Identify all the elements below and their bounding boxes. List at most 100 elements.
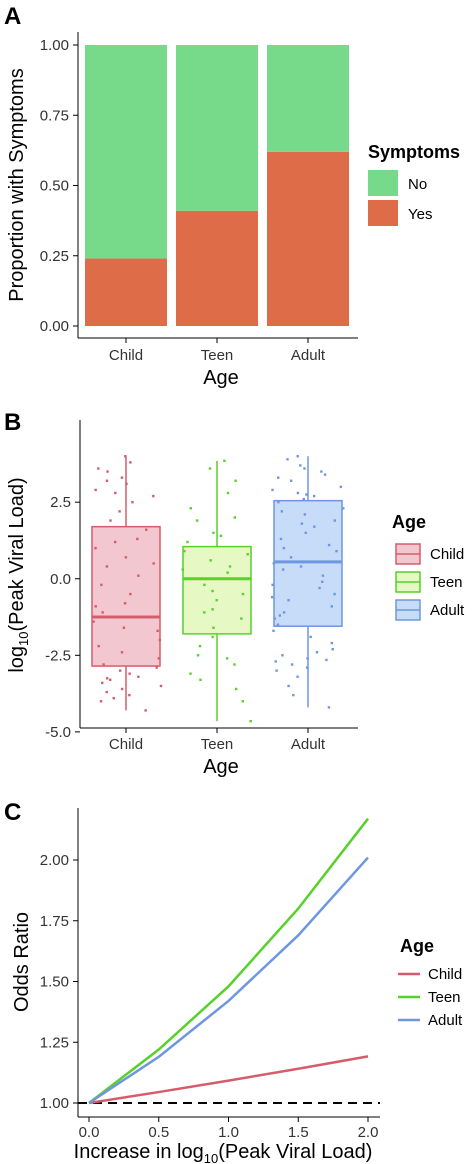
data-point-child: [129, 592, 132, 596]
legend-label-adult: Adult: [430, 602, 465, 619]
data-point-adult: [330, 641, 334, 645]
data-point-adult: [287, 684, 290, 688]
panel-c-x-title-rest: (Peak Viral Load): [218, 1141, 372, 1163]
data-point-adult: [286, 458, 289, 461]
data-point-adult: [279, 537, 283, 541]
x-tick-label: 2.0: [358, 1124, 379, 1141]
data-point-child: [101, 611, 104, 614]
x-tick-label: Child: [109, 347, 143, 364]
data-point-teen: [233, 663, 236, 666]
data-point-child: [94, 546, 97, 550]
panel-c: C 1.00 1.25 1.50 1.75 2.00 0.0 0.5 1.0 1.5 2.0 I…: [4, 799, 463, 1164]
data-point-teen: [211, 589, 214, 593]
legend-label-teen: Teen: [430, 574, 463, 591]
data-point-child: [92, 620, 95, 623]
panel-c-lines: [88, 817, 369, 1105]
data-point-teen: [196, 654, 200, 657]
data-point-teen: [228, 565, 232, 568]
data-point-teen: [199, 678, 202, 682]
data-point-child: [102, 663, 105, 666]
data-point-child: [118, 669, 122, 672]
data-point-teen: [240, 617, 243, 620]
panel-c-legend: Age Child Teen Adult: [398, 936, 463, 1029]
data-point-child: [123, 602, 127, 605]
legend-label-adult: Adult: [428, 1012, 463, 1029]
data-point-child: [136, 537, 139, 541]
data-point-teen: [219, 534, 223, 538]
x-tick-label: 0.0: [79, 1124, 100, 1141]
data-point-child: [94, 605, 97, 608]
data-point-teen: [225, 657, 229, 660]
data-point-adult: [272, 629, 275, 633]
data-point-teen: [198, 644, 202, 648]
data-point-child: [105, 565, 109, 568]
data-point-adult: [272, 562, 275, 565]
data-point-teen: [215, 598, 218, 602]
data-point-child: [112, 696, 115, 700]
data-point-teen: [223, 459, 226, 463]
data-point-adult: [289, 556, 293, 559]
data-point-adult: [273, 617, 276, 620]
data-point-adult: [296, 675, 299, 678]
x-tick-label: Adult: [291, 736, 326, 753]
data-point-adult: [309, 635, 312, 639]
panel-b-points: [92, 455, 345, 723]
data-point-adult: [299, 565, 303, 568]
data-point-teen: [183, 549, 186, 553]
panel-b-y-title-rest: (Peak Viral Load): [6, 477, 28, 631]
data-point-child: [128, 693, 131, 697]
data-point-adult: [287, 598, 290, 602]
data-point-teen: [226, 491, 230, 495]
data-point-child: [144, 709, 147, 712]
data-point-child: [124, 556, 128, 559]
panel-b-y-title-sub: 10: [16, 632, 31, 646]
data-point-adult: [331, 647, 334, 651]
panel-c-x-title: Increase in log10(Peak Viral Load): [74, 1141, 373, 1164]
data-point-adult: [300, 522, 304, 525]
data-point-child: [137, 675, 140, 678]
data-point-teen: [181, 568, 184, 571]
x-tick-label: 0.5: [148, 1124, 169, 1141]
data-point-adult: [327, 543, 331, 547]
data-point-adult: [330, 605, 333, 608]
y-tick-label: 0.0: [50, 571, 71, 588]
panel-c-x-title-sub: 10: [204, 1151, 218, 1164]
x-tick-label: 1.5: [288, 1124, 309, 1141]
data-point-teen: [186, 540, 189, 544]
data-point-adult: [305, 493, 308, 496]
panel-a-legend-title: Symptoms: [368, 142, 460, 162]
data-point-child: [114, 491, 117, 495]
data-point-teen: [249, 719, 252, 723]
data-point-adult: [304, 531, 307, 535]
data-point-child: [124, 455, 127, 458]
legend-label-yes: Yes: [408, 206, 432, 223]
data-point-teen: [211, 635, 214, 639]
data-point-adult: [290, 479, 293, 482]
data-point-adult: [313, 525, 316, 528]
data-point-adult: [335, 549, 338, 553]
y-tick-label: 0.75: [40, 107, 69, 124]
data-point-adult: [276, 623, 280, 626]
y-tick-label: 1.25: [40, 1034, 69, 1051]
y-tick-label: 2.00: [40, 852, 69, 869]
data-point-child: [152, 562, 155, 565]
data-point-child: [155, 666, 158, 669]
data-point-adult: [305, 666, 309, 669]
y-tick-label: 1.00: [40, 37, 69, 54]
data-point-child: [145, 528, 148, 531]
data-point-teen: [211, 608, 214, 611]
data-point-teen: [234, 479, 237, 482]
data-point-adult: [282, 611, 286, 614]
x-tick-label: Adult: [291, 347, 326, 364]
data-point-teen: [203, 583, 206, 587]
panel-c-x-ticks: 0.0 0.5 1.0 1.5 2.0: [79, 1117, 379, 1141]
data-point-child: [99, 700, 103, 703]
box-child: [91, 525, 161, 667]
data-point-teen: [246, 553, 249, 556]
data-point-adult: [290, 663, 294, 666]
data-point-child: [152, 494, 155, 498]
y-tick-label: -5.0: [45, 724, 71, 741]
y-tick-label: 1.75: [40, 913, 69, 930]
data-point-adult: [277, 476, 280, 479]
